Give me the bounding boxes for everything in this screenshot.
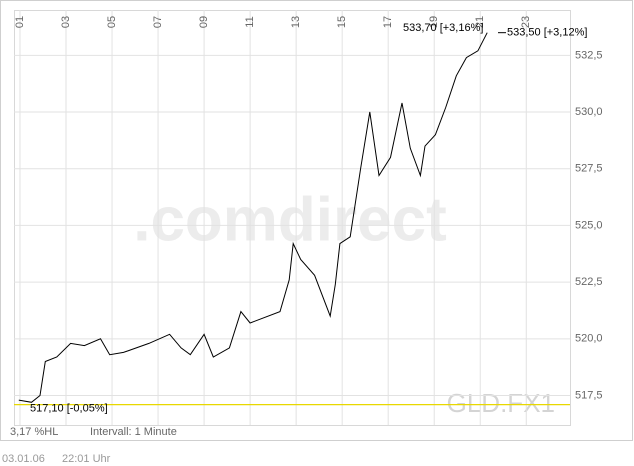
range-info: 3,17 %HL xyxy=(10,426,58,438)
x-tick-label: 15 xyxy=(336,16,348,28)
reference-label: 517,10 [-0,05%] xyxy=(30,402,108,414)
x-tick-label: 05 xyxy=(106,16,118,28)
x-tick-label: 03 xyxy=(60,16,72,28)
x-tick-label: 09 xyxy=(198,16,210,28)
x-tick-label: 11 xyxy=(244,16,256,27)
x-tick-label: 17 xyxy=(382,16,394,28)
x-tick-label: 23 xyxy=(520,16,532,28)
x-tick-label: 01 xyxy=(14,16,26,28)
interval: Intervall: 1 Minute xyxy=(90,426,177,438)
y-tick-label: 525,0 xyxy=(575,219,603,231)
price-line xyxy=(18,32,488,403)
x-tick-label: 19 xyxy=(428,16,440,28)
x-tick-label: 07 xyxy=(152,16,164,28)
high-label: 533,70 [+3,16%] xyxy=(403,22,483,34)
date: 03.01.06 xyxy=(2,453,45,465)
time: 22:01 Uhr xyxy=(62,453,111,465)
watermark: .comdirect xyxy=(133,185,447,254)
y-tick-label: 522,5 xyxy=(575,276,603,288)
y-tick-label: 530,0 xyxy=(575,106,603,118)
y-tick-label: 520,0 xyxy=(575,333,603,345)
y-tick-label: 532,5 xyxy=(575,49,603,61)
x-tick-label: 21 xyxy=(474,16,486,28)
y-tick-label: 527,5 xyxy=(575,163,603,175)
last-label: 533,50 [+3,12%] xyxy=(507,27,587,39)
x-tick-label: 13 xyxy=(290,16,302,28)
frame xyxy=(0,0,633,441)
symbol: GLD.FX1 xyxy=(447,388,555,418)
plot-area xyxy=(14,10,571,426)
y-tick-label: 517,5 xyxy=(575,389,603,401)
